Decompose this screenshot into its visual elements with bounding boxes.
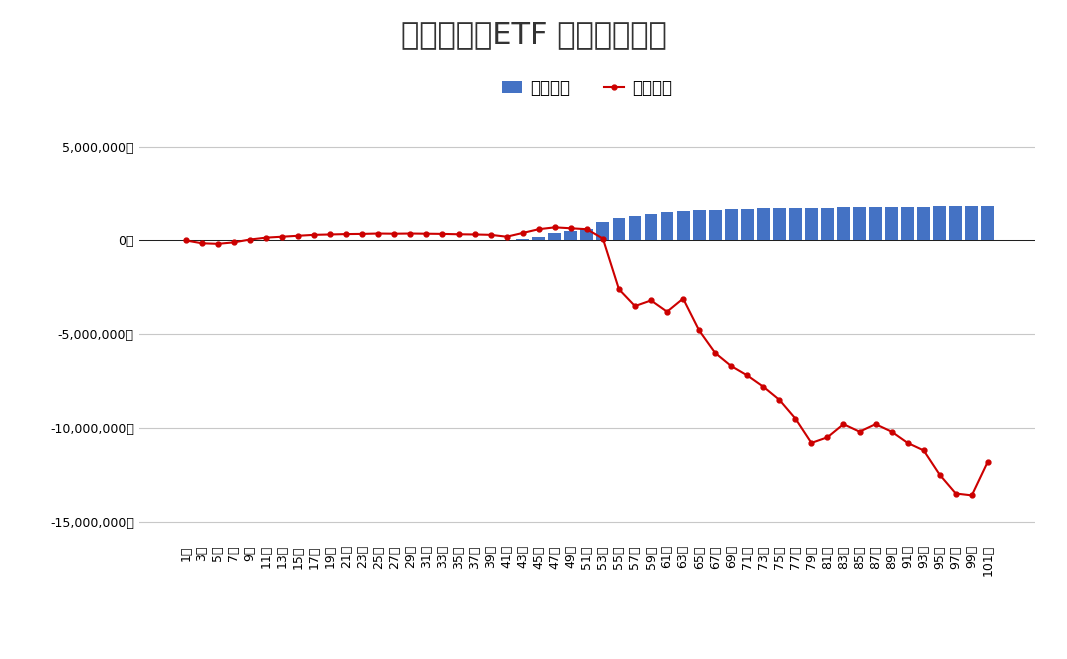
Bar xyxy=(596,221,609,241)
Bar xyxy=(580,229,593,241)
Line: 評価損益: 評価損益 xyxy=(184,225,990,498)
Bar xyxy=(982,206,994,241)
Bar xyxy=(532,237,545,241)
Bar xyxy=(644,214,657,241)
Bar xyxy=(966,206,978,241)
Bar xyxy=(564,231,577,241)
Bar xyxy=(516,239,529,241)
Bar xyxy=(789,208,801,241)
Bar xyxy=(757,208,769,241)
Bar xyxy=(886,207,898,241)
Bar xyxy=(805,208,817,241)
Bar xyxy=(724,209,737,241)
Bar xyxy=(934,206,946,241)
評価損益 xyxy=(982,458,994,466)
評価損益 xyxy=(950,490,962,498)
Bar xyxy=(676,212,689,241)
評価損益 xyxy=(773,396,785,404)
Bar xyxy=(870,207,882,241)
Legend: 実現損益, 評価損益: 実現損益, 評価損益 xyxy=(495,72,679,103)
Bar xyxy=(628,216,641,241)
Bar xyxy=(854,207,866,241)
評価損益 xyxy=(548,223,561,231)
Bar xyxy=(773,208,785,241)
評価損益 xyxy=(724,362,737,370)
Bar xyxy=(740,209,753,241)
Bar xyxy=(548,233,561,241)
Text: トライオーETF 週別運用実績: トライオーETF 週別運用実績 xyxy=(400,20,667,49)
評価損益 xyxy=(966,492,978,500)
評価損益 xyxy=(356,230,369,238)
Bar xyxy=(612,218,625,241)
評価損益 xyxy=(420,230,433,238)
Bar xyxy=(918,206,930,241)
Bar xyxy=(821,208,833,241)
Bar xyxy=(708,210,721,241)
Bar xyxy=(660,212,673,241)
Bar xyxy=(902,207,914,241)
評価損益 xyxy=(179,237,192,244)
評価損益 xyxy=(436,230,449,238)
Bar xyxy=(950,206,962,241)
Bar xyxy=(692,210,705,241)
Bar xyxy=(500,239,513,241)
Bar xyxy=(838,208,850,241)
